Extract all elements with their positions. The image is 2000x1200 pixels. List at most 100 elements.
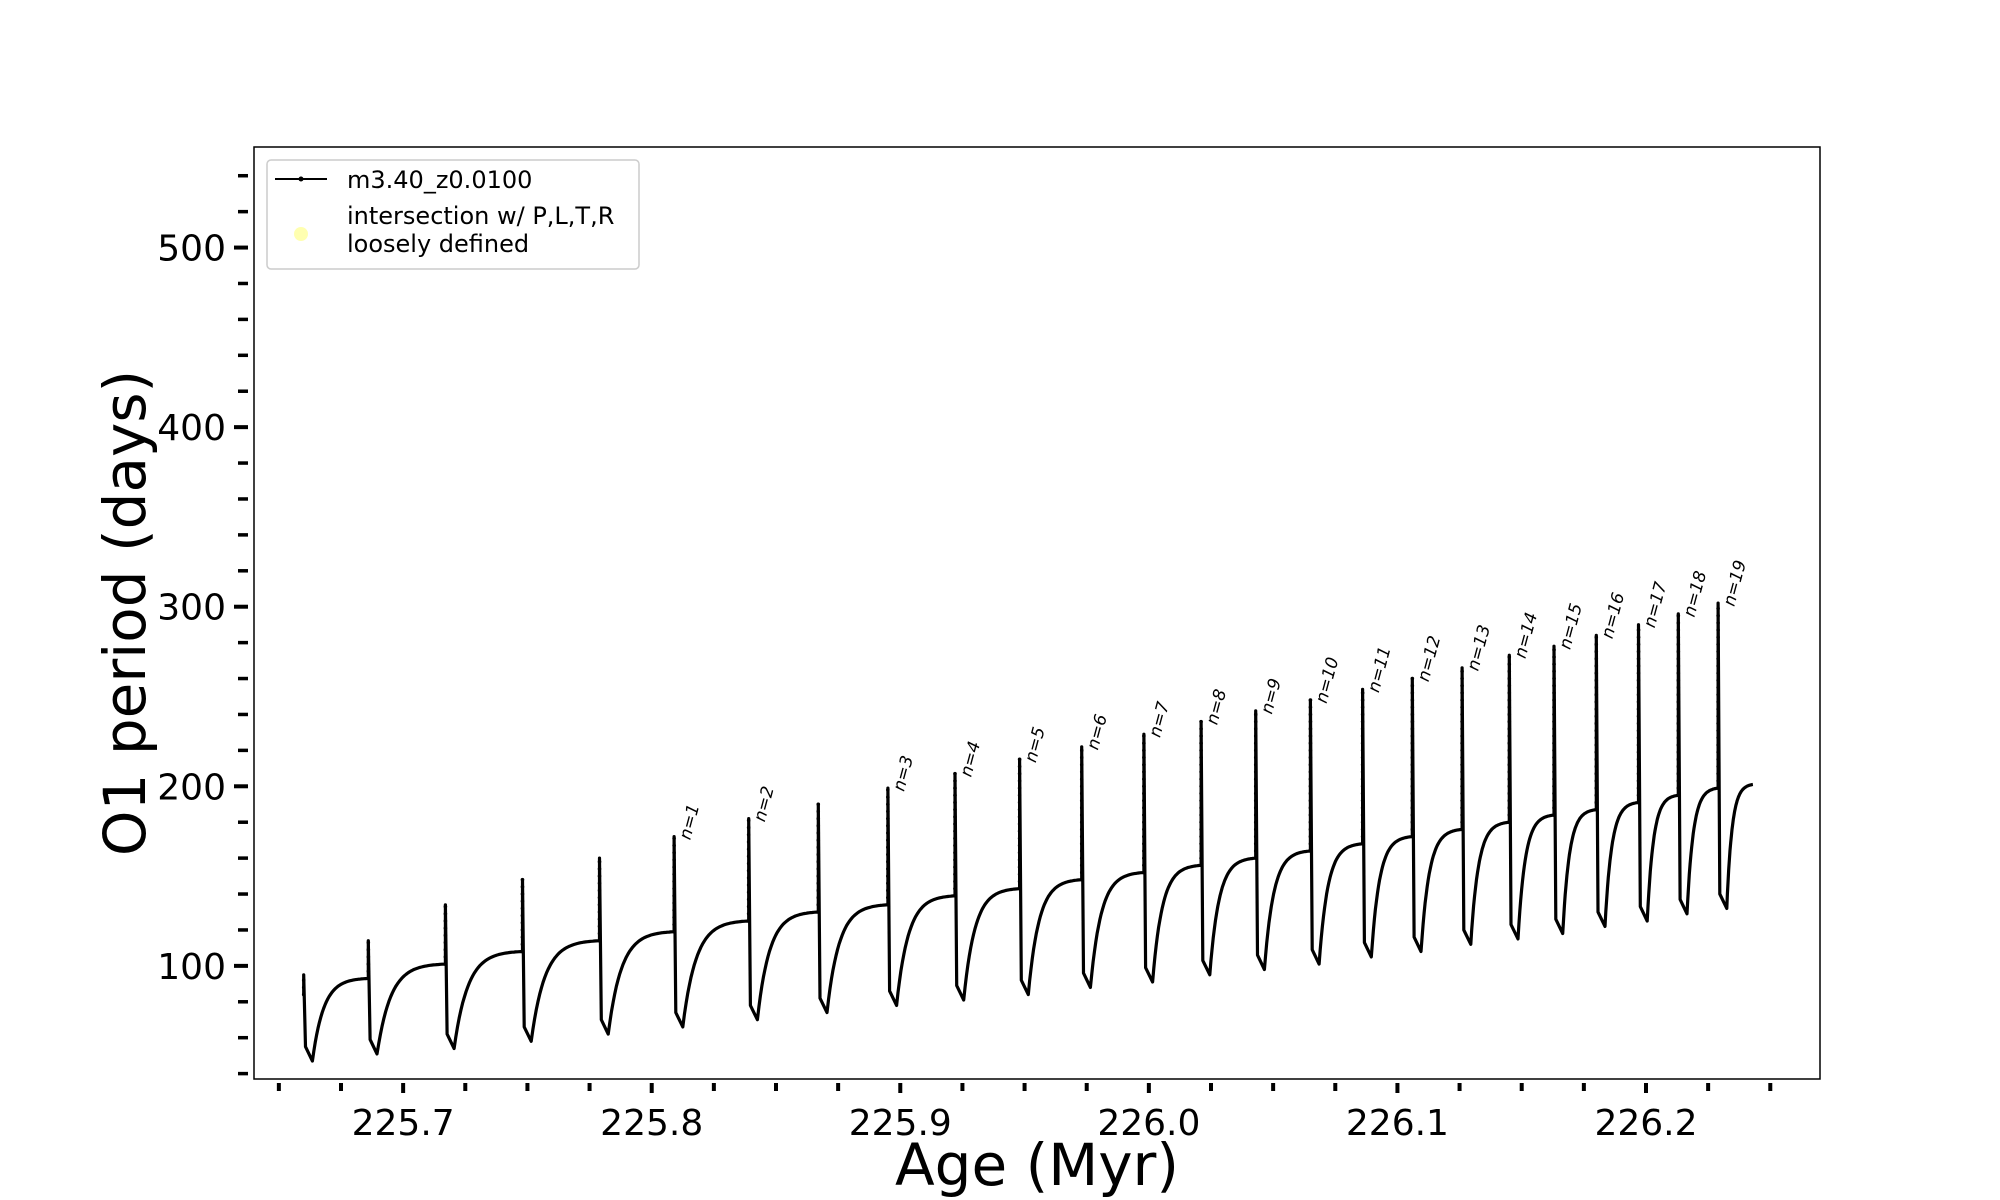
y-tick-label: 500 [157,229,226,270]
cycle-spike [672,836,676,934]
spike-point [1017,829,1022,833]
spike-point [1636,771,1641,776]
y-axis: 100 200 300 400 500 [157,173,248,1076]
spike-point [1716,671,1720,675]
spike-point [1410,698,1415,702]
spike-point [1308,734,1313,738]
spike-point [1410,755,1415,760]
spike-point [1716,771,1720,776]
spike-point [1507,705,1512,710]
cycle-spike [1410,676,1415,839]
spike-point [1636,635,1641,640]
spike-point [1507,748,1512,753]
spike-point [672,922,676,927]
spike-point [366,969,371,974]
spike-point [816,895,821,900]
spike-point [1507,662,1512,666]
spike-point [1017,771,1022,776]
spike-point [1594,678,1599,683]
spike-point [301,992,306,997]
spike-point [1552,741,1556,745]
legend-label-line: intersection w/ P,L,T,R [347,202,614,230]
spike-point [1360,770,1365,774]
spike-point [1142,791,1146,796]
spike-point [953,829,957,833]
spike-point [1410,734,1415,738]
x-tick-label: 226.1 [1346,1103,1449,1144]
spike-point [1410,705,1415,710]
spike-point [1460,762,1464,767]
spike-point [1716,635,1720,640]
spike-point [1308,762,1313,767]
spike-point [672,843,676,848]
spike-point [1594,700,1599,704]
spike-point [1594,671,1599,675]
spike-point [816,881,821,886]
spike-point [1079,784,1084,789]
spike-point [1017,858,1022,862]
spike-point [1716,685,1720,690]
spike-point [1360,813,1365,817]
spike-point [1142,856,1146,860]
spike-point [672,872,676,877]
spike-point [520,935,525,939]
spike-point [443,955,448,959]
spike-point [1079,856,1084,860]
spike-point [1199,798,1203,803]
spike-point [746,854,751,859]
spike-point [1017,879,1022,884]
spike-point [1253,712,1258,717]
spike-point [1199,762,1203,767]
spike-point [1360,691,1365,695]
spike-point [1552,770,1556,774]
spike-point [597,895,602,900]
spike-point [1716,786,1720,790]
spike-point [1142,734,1146,738]
legend-label-line: loosely defined [347,230,529,258]
spike-point [1507,741,1512,745]
spike-point [1253,741,1258,745]
spike-point [1308,820,1313,825]
spike-point [1507,806,1512,810]
spike-point [953,779,957,783]
cycle-spike [746,818,751,923]
spike-point [1253,813,1258,817]
spike-point [672,894,676,898]
spike-point [366,976,371,981]
spike-point [1676,664,1681,668]
spike-point [953,872,957,877]
spike-point [1676,714,1681,719]
spike-point [816,838,821,842]
spike-point [1552,662,1556,666]
spike-point [1676,692,1681,697]
x-tick-label: 226.0 [1097,1103,1200,1144]
spike-point [1716,692,1720,697]
spike-point [953,879,957,884]
spike-point [597,917,602,921]
spike-point [886,845,890,850]
spike-point [1308,770,1313,774]
spike-point [1360,841,1365,846]
spike-point [1552,813,1556,817]
spike-point [1460,691,1464,695]
spike-point [1017,764,1022,769]
spike-point [1716,779,1720,783]
spike-point [1253,727,1258,731]
spike-point [1253,791,1258,796]
spike-point [1716,700,1720,704]
spike-point [953,850,957,855]
spike-point [597,874,602,878]
spike-point [1460,712,1464,717]
spike-point [1594,793,1599,798]
spike-point [1552,698,1556,702]
spike-point [1199,748,1203,753]
spike-point [1360,806,1365,810]
spike-point [1142,770,1146,774]
spike-point [597,924,602,929]
spike-point [1676,613,1681,618]
cycle-spike [1552,648,1556,817]
spike-point [1308,712,1313,717]
y-tick-label: 300 [157,588,226,629]
spike-point [1410,748,1415,753]
spike-point [443,904,448,909]
